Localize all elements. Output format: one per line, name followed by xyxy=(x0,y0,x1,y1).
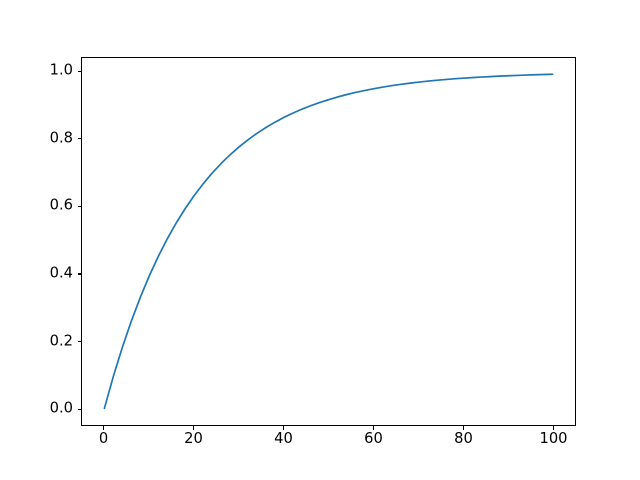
ytick-label: 0.0 xyxy=(49,399,73,417)
plot-axes-frame xyxy=(81,57,576,426)
ytick-mark xyxy=(77,273,81,275)
xtick-mark xyxy=(372,426,375,430)
ytick-label: 1.0 xyxy=(49,61,73,79)
xtick-label: 20 xyxy=(184,430,203,447)
xtick-mark xyxy=(192,426,195,430)
ytick-label: 0.2 xyxy=(49,332,73,350)
xtick-mark xyxy=(102,426,105,430)
ytick-mark xyxy=(77,205,81,207)
xtick-label: 60 xyxy=(364,430,383,447)
ytick-label: 0.4 xyxy=(49,264,73,282)
data-series-line xyxy=(104,74,552,408)
xtick-mark xyxy=(282,426,285,430)
xtick-label: 100 xyxy=(539,430,568,447)
ytick-label: 0.8 xyxy=(49,129,73,147)
xtick-label: 0 xyxy=(98,430,109,447)
ytick-mark xyxy=(77,138,81,140)
ytick-mark xyxy=(77,341,81,343)
xtick-label: 40 xyxy=(274,430,293,447)
xtick-mark xyxy=(552,426,555,430)
xtick-label: 80 xyxy=(454,430,473,447)
ytick-label: 0.6 xyxy=(49,196,73,214)
line-chart-svg xyxy=(82,58,575,425)
ytick-mark xyxy=(77,70,81,72)
ytick-mark xyxy=(77,408,81,410)
xtick-mark xyxy=(462,426,465,430)
